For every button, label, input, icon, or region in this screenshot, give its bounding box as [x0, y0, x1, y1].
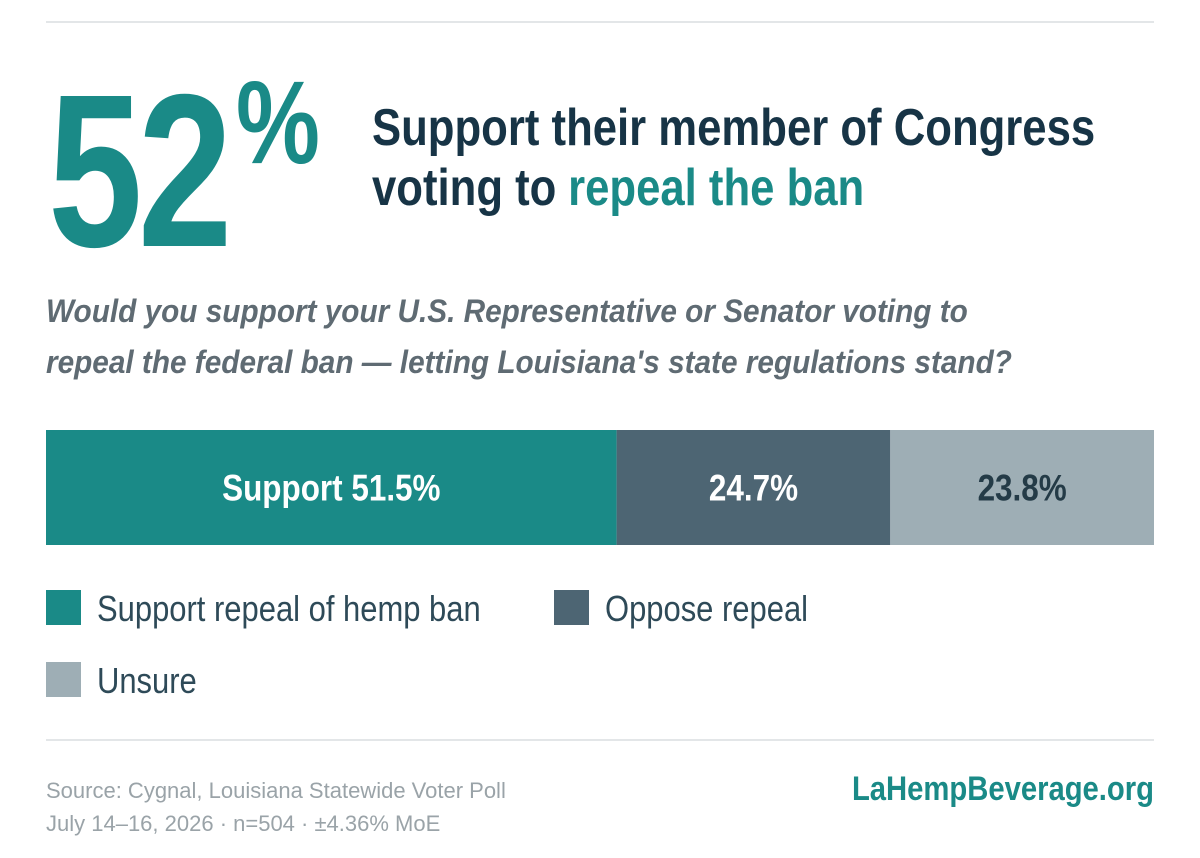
legend-swatch [554, 590, 589, 625]
legend-label: Support repeal of hemp ban [97, 590, 481, 630]
bar-label-group: 23.8% [978, 468, 1067, 509]
website-group: LaHempBeverage.org [852, 769, 1154, 808]
headline-text: voting to [372, 160, 556, 217]
stacked-bar-chart: Support 51.5% 24.7% 23.8% Support repeal of… [46, 430, 1154, 702]
bar-label: 23.8% [978, 468, 1067, 509]
headline: Support their member of Congress voting … [372, 100, 1095, 217]
bar-label-group: 24.7% [709, 468, 798, 509]
legend-label-group: Unsure [97, 662, 197, 702]
bar-label-group: Support 51.5% [222, 468, 440, 509]
question-line: repeal the federal ban — letting Louisia… [46, 344, 1012, 380]
question: Would you support your U.S. Representati… [46, 293, 1012, 380]
bar-segment [890, 430, 1154, 545]
headline-line: Support their member of Congress [372, 100, 1095, 157]
legend-swatch [46, 590, 81, 625]
question-line: Would you support your U.S. Representati… [46, 293, 968, 329]
source-line: July 14–16, 2026 · n=504 · ±4.36% MoE [46, 811, 440, 836]
bar-segment [616, 430, 891, 545]
big-number-group: 52 [48, 50, 232, 293]
website: LaHempBeverage.org [852, 769, 1154, 808]
legend-label-group: Oppose repeal [605, 590, 808, 630]
legend-label: Oppose repeal [605, 590, 808, 630]
source-line: Source: Cygnal, Louisiana Statewide Vote… [46, 778, 506, 803]
legend-swatch [46, 662, 81, 697]
legend-label-group: Support repeal of hemp ban [97, 590, 481, 630]
big-unit: % [236, 56, 320, 189]
headline-line: voting to repeal the ban [372, 160, 864, 217]
bar-segment [46, 430, 617, 545]
bar-label: Support 51.5% [222, 468, 440, 509]
bar-label: 24.7% [709, 468, 798, 509]
headline-highlight: repeal the ban [568, 160, 864, 217]
big-number: 52 [48, 50, 228, 293]
legend-label: Unsure [97, 662, 197, 702]
big-unit-group: % [236, 56, 320, 189]
